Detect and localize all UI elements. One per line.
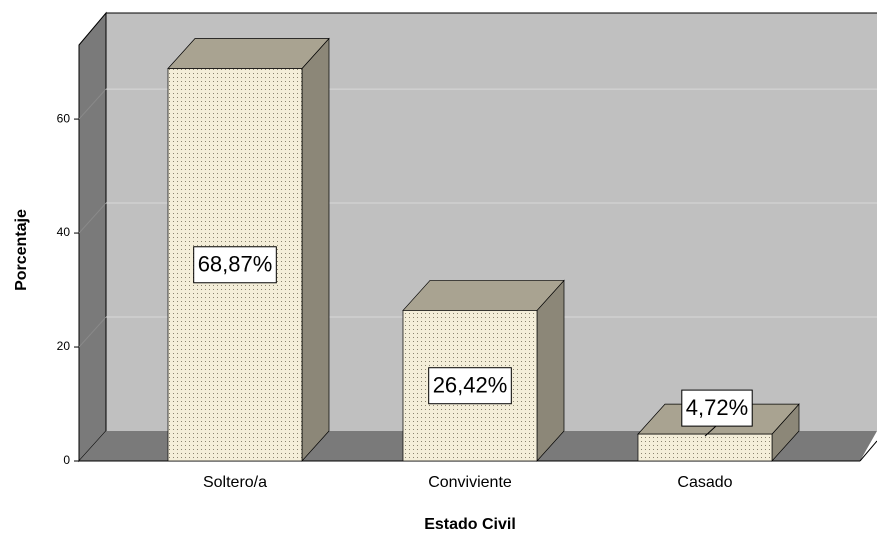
- y-tick-label: 20: [57, 339, 71, 353]
- x-axis-title: Estado Civil: [424, 516, 516, 533]
- grid-line: [78, 202, 107, 234]
- x-tick-label: Conviviente: [428, 474, 512, 491]
- value-label-box: [681, 389, 753, 427]
- value-label-box: [428, 367, 512, 405]
- bar-side: [301, 37, 330, 462]
- x-tick-label: Casado: [677, 474, 732, 491]
- bar: [637, 433, 773, 462]
- floor-edge: [859, 440, 877, 462]
- value-label: 26,42%: [433, 373, 508, 398]
- y-tick-label: 0: [63, 453, 70, 467]
- bar-top: [402, 280, 565, 311]
- bar-side: [536, 279, 565, 462]
- y-tick-label: 40: [57, 225, 71, 239]
- y-axis-title: Porcentaje: [13, 209, 30, 291]
- value-label-box: [193, 246, 277, 284]
- x-tick-label: Soltero/a: [203, 474, 267, 491]
- grid-line: [78, 88, 107, 120]
- label-leader: [704, 424, 718, 437]
- value-label: 4,72%: [686, 395, 748, 420]
- value-label: 68,87%: [198, 252, 273, 277]
- y-tick-label: 60: [57, 111, 71, 125]
- bar-top: [167, 38, 330, 69]
- grid-line: [78, 316, 107, 348]
- side-wall: [78, 11, 107, 463]
